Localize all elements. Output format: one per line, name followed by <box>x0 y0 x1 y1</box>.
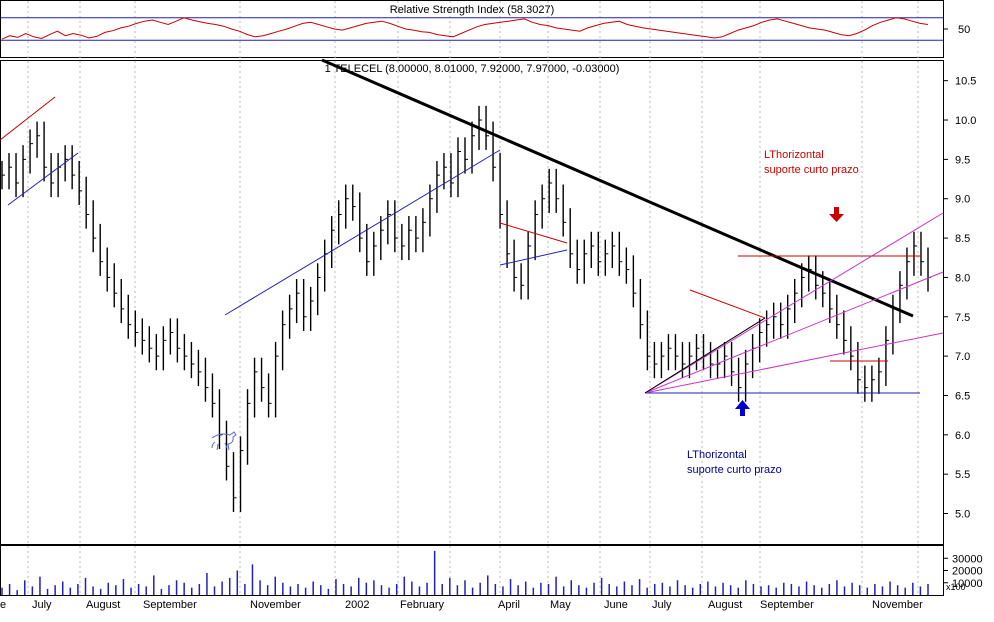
annotation-blue-2: suporte curto prazo <box>687 464 782 476</box>
bull-icon <box>211 431 237 451</box>
uptrend-line-2 <box>224 149 501 316</box>
price-tick-label: 8.5 <box>955 233 970 245</box>
month-label: September <box>143 599 197 611</box>
price-tick-label: 10.5 <box>955 76 976 88</box>
price-tick-label: 7.5 <box>955 312 970 324</box>
volume-tick-label: 30000 <box>952 553 983 565</box>
annotation-red-2: suporte curto prazo <box>764 164 859 176</box>
triangle-bottom <box>499 249 568 266</box>
fan-line-3 <box>644 332 944 394</box>
rsi-y-ticks: 50 <box>943 24 970 36</box>
price-tick-label: 8.0 <box>955 272 970 284</box>
price-tick-label: 5.5 <box>955 469 970 481</box>
downtrend-line <box>321 58 914 318</box>
month-label: May <box>550 599 571 611</box>
rsi-title: Relative Strength Index (58.3027) <box>390 4 555 16</box>
month-labels: e July August September November 2002 Fe… <box>0 599 923 611</box>
annotation-red-1: LThorizontal <box>764 149 824 161</box>
price-layer <box>1 105 931 512</box>
annotation-blue-1: LThorizontal <box>687 449 747 461</box>
channel-line-1 <box>0 96 56 141</box>
volume-panel <box>0 545 944 596</box>
month-label: June <box>604 599 628 611</box>
month-label: February <box>400 599 445 611</box>
uptrend-line-1 <box>7 152 79 206</box>
price-y-ticks: 5.0 5.5 6.0 6.5 7.0 7.5 8.0 8.5 9.0 9.5 10.0 10.5 <box>943 76 976 521</box>
month-label: September <box>760 599 814 611</box>
rsi-layer <box>1 17 943 41</box>
rsi-series-line <box>1 17 929 40</box>
price-title: 1 TELECEL (8.00000, 8.01000, 7.92000, 7.… <box>325 63 620 75</box>
small-channel <box>689 289 766 319</box>
volume-tick-label: 10000 <box>952 578 983 590</box>
trend-lines <box>0 58 944 451</box>
price-tick-label: 9.0 <box>955 194 970 206</box>
up-arrow-icon <box>735 400 750 416</box>
price-tick-label: 6.0 <box>955 430 970 442</box>
month-label: August <box>86 599 120 611</box>
volume-unit-label: x100 <box>946 582 966 592</box>
volume-layer <box>1 550 929 595</box>
price-tick-label: 7.0 <box>955 351 970 363</box>
price-tick-label: 10.0 <box>955 115 976 127</box>
triangle-top <box>499 222 568 244</box>
fan-line-4 <box>644 317 766 394</box>
month-label: July <box>652 599 672 611</box>
price-tick-label: 6.5 <box>955 390 970 402</box>
month-label: April <box>498 599 520 611</box>
fan-line-2 <box>644 271 944 394</box>
volume-tick-label: 20000 <box>952 566 983 578</box>
price-tick-label: 9.5 <box>955 154 970 166</box>
month-label: November <box>250 599 301 611</box>
month-gridlines <box>27 1 919 595</box>
down-arrow-icon <box>829 207 844 222</box>
price-tick-label: 5.0 <box>955 509 970 521</box>
month-label: November <box>872 599 923 611</box>
month-label: e <box>0 599 6 611</box>
month-label: 2002 <box>345 599 369 611</box>
fan-line-1 <box>644 212 944 394</box>
month-label: August <box>708 599 742 611</box>
rsi-tick-label: 50 <box>958 24 970 36</box>
month-label: July <box>32 599 52 611</box>
